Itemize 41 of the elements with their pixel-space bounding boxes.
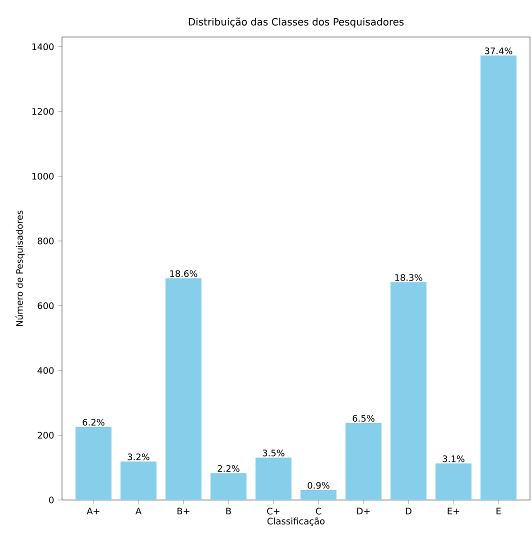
annotation: 3.2% xyxy=(128,453,150,460)
annotation: 0.9% xyxy=(308,482,330,489)
y-axis-title: Número de Pesquisadores xyxy=(16,210,25,326)
annotation: 37.4% xyxy=(484,47,512,54)
bar xyxy=(480,55,517,500)
x-axis-title: Classificação xyxy=(267,517,325,526)
annotation: 3.5% xyxy=(262,450,284,456)
x-tick-label: B xyxy=(226,508,231,514)
annotation: 18.6% xyxy=(170,270,198,278)
bar xyxy=(390,282,427,500)
bar xyxy=(300,490,337,500)
bar xyxy=(210,473,247,500)
y-tick-label: 400 xyxy=(38,367,54,374)
x-tick-label: C xyxy=(316,508,322,515)
bar xyxy=(436,463,472,500)
y-tick-label: 600 xyxy=(38,302,54,310)
bar xyxy=(120,461,157,500)
x-tick-label: B+ xyxy=(178,508,190,514)
y-tick-label: 200 xyxy=(38,432,54,439)
y-tick-label: 1200 xyxy=(32,108,54,115)
bar xyxy=(256,458,292,500)
x-tick-label: D+ xyxy=(357,508,370,514)
chart-title: Distribuição das Classes dos Pesquisadores xyxy=(188,18,404,28)
bar xyxy=(76,426,112,500)
bar xyxy=(346,422,382,500)
y-tick-label: 800 xyxy=(38,238,54,244)
y-tick-label: 0 xyxy=(49,496,54,504)
y-tick-label: 1400 xyxy=(32,43,54,50)
annotation: 2.2% xyxy=(218,465,240,472)
annotation: 6.5% xyxy=(352,414,374,422)
x-tick-label: D xyxy=(406,508,412,514)
x-tick-label: A+ xyxy=(86,508,100,514)
y-tick-label: 1000 xyxy=(32,172,54,180)
annotation: 6.2% xyxy=(82,418,104,426)
annotation: 3.1% xyxy=(442,455,464,462)
x-tick-label: A xyxy=(136,508,142,514)
x-tick-label: E xyxy=(496,508,501,514)
bar xyxy=(166,278,202,500)
annotation: 18.3% xyxy=(395,274,422,281)
x-tick-label: C+ xyxy=(267,508,280,515)
x-tick-label: E+ xyxy=(448,508,460,514)
